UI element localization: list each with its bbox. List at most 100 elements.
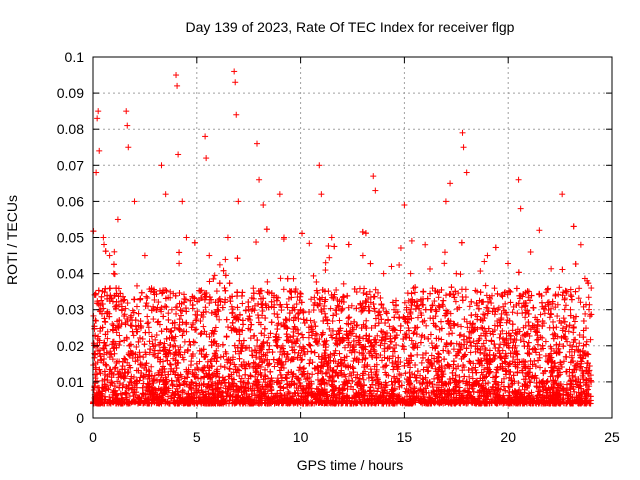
data-point	[555, 291, 562, 298]
data-point	[462, 286, 469, 293]
data-point	[295, 392, 302, 399]
data-point	[140, 354, 147, 361]
data-point	[537, 364, 544, 371]
data-point	[428, 340, 435, 347]
data-point	[585, 294, 592, 301]
data-point	[346, 347, 353, 354]
data-point	[291, 389, 298, 396]
data-point	[258, 301, 265, 308]
data-point	[152, 336, 159, 343]
data-point	[297, 290, 304, 297]
data-point	[556, 284, 563, 291]
data-point	[144, 313, 151, 320]
data-point	[368, 324, 375, 331]
data-point	[562, 302, 569, 309]
data-point	[103, 362, 110, 369]
data-point	[525, 392, 532, 399]
data-point	[132, 323, 139, 330]
data-point	[457, 331, 464, 338]
data-point	[109, 321, 116, 328]
data-point	[340, 280, 347, 287]
data-point	[300, 334, 307, 341]
data-point	[435, 294, 442, 301]
data-point	[176, 321, 183, 328]
data-point	[306, 240, 313, 247]
data-point	[167, 288, 174, 295]
data-point	[478, 324, 485, 331]
data-point	[322, 310, 329, 317]
data-point	[107, 285, 114, 292]
data-point	[226, 280, 233, 287]
data-point	[174, 303, 181, 310]
data-point	[111, 248, 118, 255]
data-point	[500, 375, 507, 382]
data-point	[290, 275, 297, 282]
data-point	[571, 388, 578, 395]
data-point	[222, 256, 229, 263]
data-points	[90, 68, 595, 407]
data-point	[153, 332, 160, 339]
data-point	[122, 305, 129, 312]
data-point	[490, 305, 497, 312]
data-point	[117, 380, 124, 387]
data-point	[294, 310, 301, 317]
data-point	[277, 275, 284, 282]
data-point	[265, 334, 272, 341]
data-point	[253, 239, 260, 246]
data-point	[146, 338, 153, 345]
data-point	[333, 287, 340, 294]
data-point	[488, 300, 495, 307]
data-point	[570, 323, 577, 330]
data-point	[356, 334, 363, 341]
data-point	[264, 278, 271, 285]
data-point	[464, 382, 471, 389]
data-point	[575, 295, 582, 302]
data-point	[399, 343, 406, 350]
data-point	[101, 356, 108, 363]
data-point	[130, 332, 137, 339]
data-point	[570, 223, 577, 230]
data-point	[248, 321, 255, 328]
data-point	[176, 260, 183, 267]
data-point	[309, 359, 316, 366]
data-point	[144, 295, 151, 302]
data-point	[102, 248, 109, 255]
data-point	[248, 348, 255, 355]
data-point	[217, 363, 224, 370]
data-point	[491, 285, 498, 292]
data-point	[375, 385, 382, 392]
data-point	[165, 310, 172, 317]
data-point	[472, 348, 479, 355]
data-point	[466, 303, 473, 310]
data-point	[555, 372, 562, 379]
data-point	[247, 335, 254, 342]
data-point	[139, 335, 146, 342]
data-point	[313, 278, 320, 285]
data-point	[219, 341, 226, 348]
data-point	[414, 351, 421, 358]
data-point	[490, 331, 497, 338]
data-point	[537, 311, 544, 318]
data-point	[191, 339, 198, 346]
data-point	[206, 300, 213, 307]
data-point	[533, 337, 540, 344]
data-point	[521, 343, 528, 350]
data-point	[505, 260, 512, 267]
data-point	[143, 293, 150, 300]
data-point	[552, 304, 559, 311]
data-point	[211, 272, 218, 279]
data-point	[373, 366, 380, 373]
data-point	[283, 301, 290, 308]
data-point	[452, 298, 459, 305]
data-point	[338, 307, 345, 314]
data-point	[151, 296, 158, 303]
data-point	[534, 341, 541, 348]
data-point	[527, 249, 534, 256]
data-point	[562, 287, 569, 294]
data-point	[329, 318, 336, 325]
data-point	[423, 322, 430, 329]
data-point	[509, 321, 516, 328]
data-point	[453, 340, 460, 347]
data-point	[131, 296, 138, 303]
